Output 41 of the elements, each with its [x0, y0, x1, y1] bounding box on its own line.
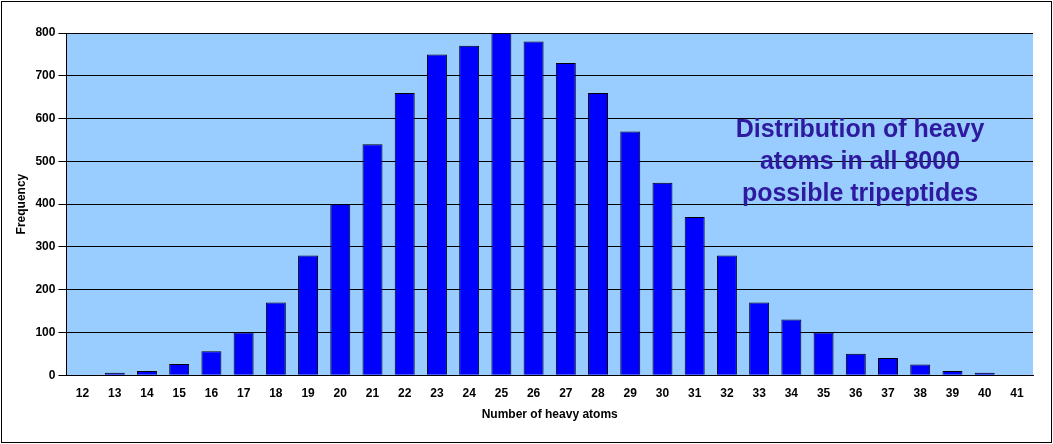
x-tick-label: 20: [333, 385, 348, 400]
x-tick-label: 12: [75, 385, 90, 400]
x-tick-label: 31: [688, 385, 702, 400]
x-tick-label: 26: [526, 385, 541, 400]
y-tick-label: 800: [35, 25, 56, 40]
x-tick-label: 25: [494, 385, 509, 400]
y-tick-label: 0: [48, 367, 56, 382]
x-tick-label: 14: [140, 385, 154, 400]
x-tick-label: 39: [945, 385, 960, 400]
x-tick-label: 33: [752, 385, 767, 400]
y-tick-label: 700: [35, 68, 56, 83]
x-tick-label: 30: [655, 385, 670, 400]
x-tick-label: 17: [236, 385, 251, 400]
x-tick-label: 21: [365, 385, 380, 400]
y-tick-label: 600: [35, 110, 56, 125]
x-tick-label: 35: [816, 385, 831, 400]
x-tick-label: 23: [430, 385, 444, 400]
x-tick-label: 27: [559, 385, 573, 400]
x-tick-label: 28: [591, 385, 606, 400]
y-tick-label: 500: [35, 153, 56, 168]
y-tick-label: 200: [35, 281, 56, 296]
x-tick-label: 34: [784, 385, 799, 400]
x-tick-label: 24: [462, 385, 477, 400]
x-tick-label: 29: [623, 385, 638, 400]
x-tick-label: 40: [977, 385, 992, 400]
x-tick-label: 13: [108, 385, 122, 400]
y-axis-title: Frequency: [13, 173, 28, 235]
y-tick-label: 400: [35, 196, 56, 211]
x-tick-label: 38: [913, 385, 928, 400]
x-tick-label: 41: [1010, 385, 1024, 400]
x-tick-label: 18: [269, 385, 283, 400]
x-tick-label: 16: [204, 385, 219, 400]
x-tick-label: 36: [849, 385, 863, 400]
x-tick-label: 22: [398, 385, 412, 400]
y-tick-label: 300: [35, 239, 56, 254]
x-axis-title: Number of heavy atoms: [481, 407, 619, 422]
x-tick-label: 37: [881, 385, 896, 400]
x-tick-label: 32: [720, 385, 734, 400]
x-tick-label: 19: [301, 385, 316, 400]
y-tick-label: 100: [35, 324, 56, 339]
x-tick-label: 15: [172, 385, 187, 400]
